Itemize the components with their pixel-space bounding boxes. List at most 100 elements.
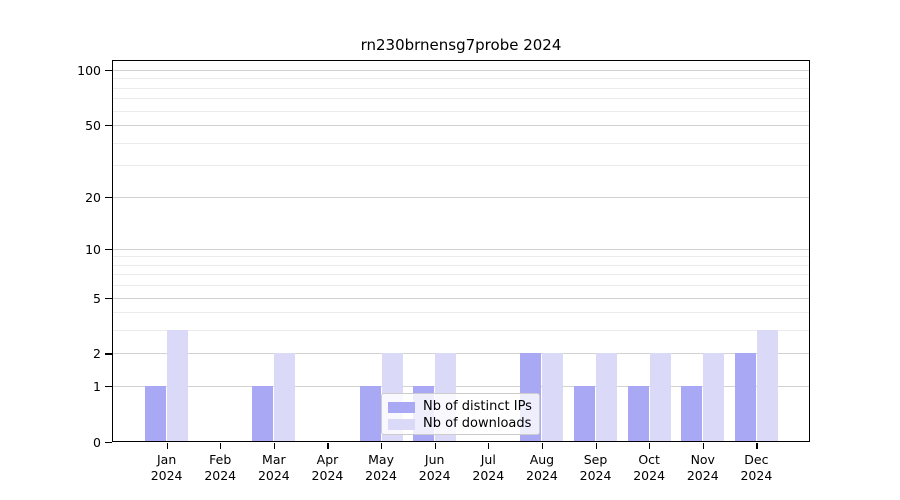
minor-gridline [113, 256, 810, 258]
x-tick-mark [756, 443, 758, 449]
y-tick-mark [105, 248, 112, 250]
y-tick-label: 0 [93, 435, 101, 450]
major-gridline [113, 125, 810, 127]
minor-gridline [113, 142, 810, 144]
x-tick-year: 2024 [150, 468, 183, 483]
bar-distinct-ips [252, 386, 274, 442]
x-tick-year: 2024 [686, 468, 719, 483]
minor-gridline [113, 78, 810, 80]
y-tick-mark [105, 442, 112, 444]
y-tick-mark [105, 353, 112, 355]
x-tick-year: 2024 [579, 468, 612, 483]
minor-gridline [113, 274, 810, 276]
minor-gridline [113, 285, 810, 287]
y-tick-label: 50 [85, 118, 101, 134]
x-tick-mark [595, 443, 597, 449]
x-tick-year: 2024 [257, 468, 290, 483]
x-tick-month: Jan [156, 452, 177, 467]
y-tick-label: 2 [93, 346, 101, 362]
x-tick-mark [434, 443, 436, 449]
x-tick-label: Feb 2024 [192, 452, 248, 484]
x-tick-year: 2024 [311, 468, 344, 483]
x-tick-label: Jan 2024 [139, 452, 195, 484]
bar-distinct-ips [627, 386, 649, 442]
y-tick-mark [105, 297, 112, 299]
major-gridline [113, 248, 810, 250]
legend-item-distinct-ips: Nb of distinct IPs [388, 399, 533, 415]
bar-downloads [542, 353, 564, 442]
x-tick-year: 2024 [740, 468, 773, 483]
minor-gridline [113, 98, 810, 100]
x-tick-month: Aug [529, 452, 555, 467]
y-tick-mark [105, 196, 112, 198]
x-tick-year: 2024 [365, 468, 397, 483]
x-tick-year: 2024 [633, 468, 666, 483]
minor-gridline [113, 87, 810, 89]
minor-gridline [113, 165, 810, 167]
x-tick-label: Jun 2024 [407, 452, 463, 484]
legend-label-downloads: Nb of downloads [423, 416, 532, 431]
legend-swatch-distinct-ips [388, 401, 415, 413]
minor-gridline [113, 312, 810, 314]
bar-distinct-ips [574, 386, 596, 442]
x-tick-mark [488, 443, 490, 449]
x-tick-label: Aug 2024 [514, 452, 570, 484]
x-tick-year: 2024 [418, 468, 451, 483]
y-tick-mark [105, 70, 112, 72]
x-tick-mark [381, 443, 383, 449]
major-gridline [113, 297, 810, 299]
y-tick-label: 5 [93, 290, 101, 306]
x-tick-month: Dec [744, 452, 769, 467]
x-tick-label: Nov 2024 [675, 452, 731, 484]
y-tick-label: 1 [93, 379, 101, 395]
x-tick-label: Dec 2024 [728, 452, 784, 484]
x-tick-label: Jul 2024 [460, 452, 516, 484]
major-gridline [113, 196, 810, 198]
y-tick-mark [105, 125, 112, 127]
x-tick-month: Jun [424, 452, 445, 467]
x-tick-month: Feb [209, 452, 232, 467]
x-tick-mark [702, 443, 704, 449]
x-tick-mark [541, 443, 544, 449]
x-tick-year: 2024 [526, 468, 558, 483]
x-tick-month: May [368, 452, 394, 467]
bar-downloads [274, 353, 296, 442]
major-gridline [113, 386, 810, 388]
legend-item-downloads: Nb of downloads [388, 416, 533, 432]
bar-distinct-ips [681, 386, 703, 442]
minor-gridline [113, 264, 810, 266]
x-tick-mark [273, 443, 276, 449]
bar-downloads [649, 353, 671, 442]
bar-distinct-ips [145, 386, 167, 442]
bar-distinct-ips [359, 386, 381, 442]
x-tick-label: Apr 2024 [299, 452, 355, 484]
plot-area [113, 61, 810, 442]
chart-title: rn230brnensg7probe 2024 [360, 36, 562, 54]
major-gridline [113, 70, 810, 71]
y-tick-label: 20 [85, 189, 101, 205]
bar-distinct-ips [734, 353, 756, 442]
legend: Nb of distinct IPs Nb of downloads [381, 393, 540, 435]
x-tick-label: Sep 2024 [568, 452, 624, 484]
x-tick-year: 2024 [472, 468, 505, 483]
x-tick-month: Mar [262, 452, 286, 467]
bar-downloads [167, 330, 189, 442]
y-tick-label: 100 [77, 63, 101, 78]
x-tick-month: Sep [583, 452, 608, 467]
bar-downloads [596, 353, 618, 442]
x-tick-label: Mar 2024 [246, 452, 302, 484]
y-tick-mark [105, 386, 112, 388]
major-gridline [113, 353, 810, 355]
x-tick-mark [649, 443, 651, 449]
x-tick-month: Oct [638, 452, 660, 467]
x-tick-label: May 2024 [353, 452, 409, 484]
x-tick-month: Jul [480, 452, 496, 467]
x-tick-month: Apr [316, 452, 339, 467]
x-tick-mark [220, 443, 222, 449]
x-tick-mark [327, 443, 329, 449]
legend-swatch-downloads [388, 418, 415, 430]
minor-gridline [113, 330, 810, 332]
minor-gridline [113, 110, 810, 112]
x-tick-year: 2024 [204, 468, 237, 483]
